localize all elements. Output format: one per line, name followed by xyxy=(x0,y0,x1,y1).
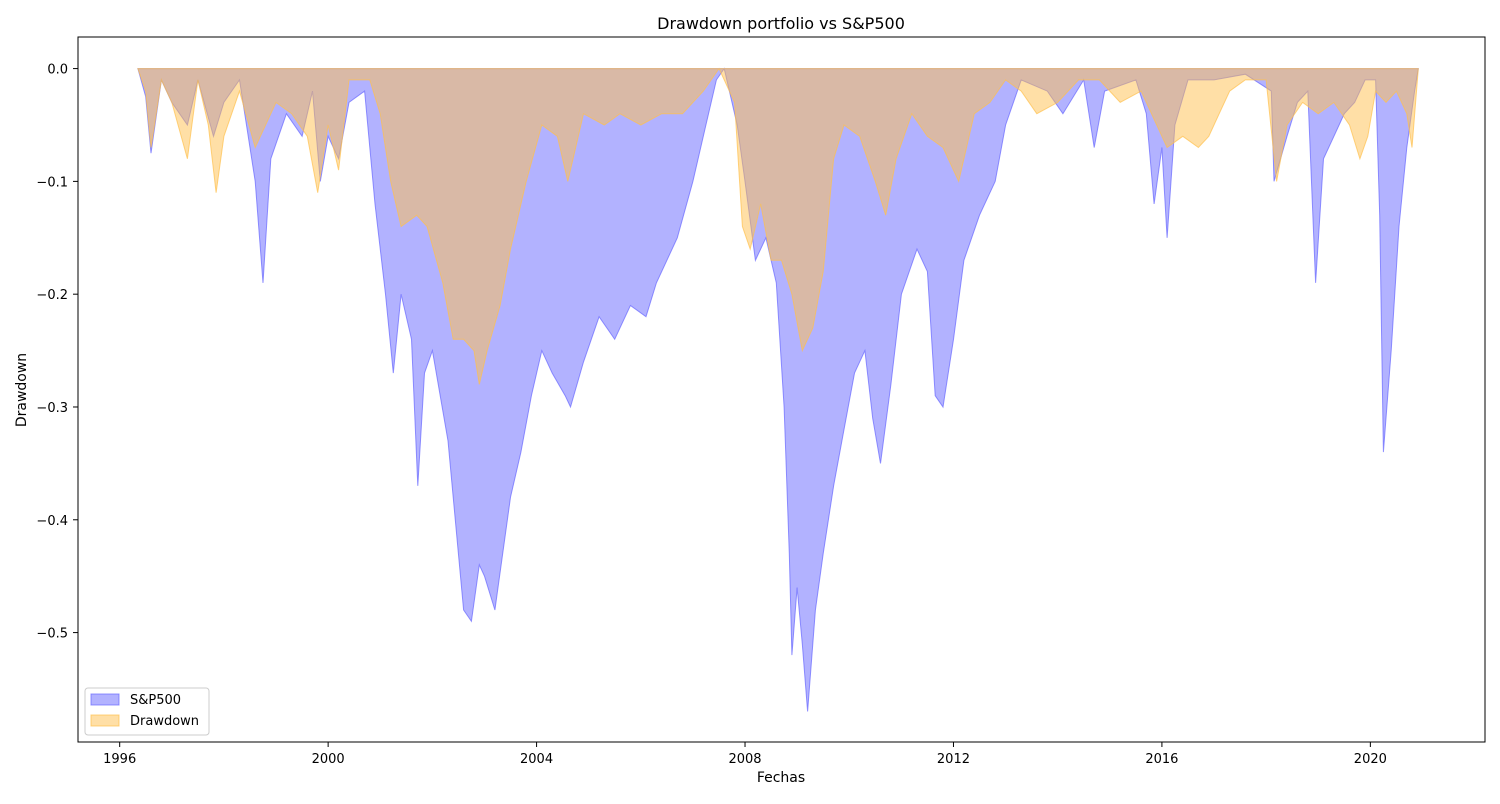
x-tick-label: 2012 xyxy=(937,752,970,767)
legend-label-s-p500: S&P500 xyxy=(130,693,181,708)
legend-label-drawdown: Drawdown xyxy=(130,714,199,729)
x-tick-label: 2000 xyxy=(312,752,345,767)
y-tick-label: 0.0 xyxy=(47,63,68,78)
plot-area xyxy=(77,36,1486,743)
chart-title: Drawdown portfolio vs S&P500 xyxy=(657,14,905,33)
x-axis: 1996 2000 2004 2008 2012 2016 2020 xyxy=(103,742,1387,767)
y-tick-label: −0.2 xyxy=(36,288,68,303)
x-axis-label: Fechas xyxy=(757,770,805,786)
x-tick-label: 2004 xyxy=(520,752,553,767)
legend-swatch-drawdown xyxy=(90,714,120,727)
y-tick-label: −0.4 xyxy=(36,514,68,529)
y-tick-label: −0.5 xyxy=(36,627,68,642)
y-axis-label: Drawdown xyxy=(14,353,30,427)
y-axis: 0.0 −0.1 −0.2 −0.3 −0.4 −0.5 xyxy=(36,63,78,642)
legend-swatch-s-p500 xyxy=(90,693,120,706)
y-tick-label: −0.3 xyxy=(36,401,68,416)
series-layer xyxy=(137,67,1419,712)
x-tick-label: 2016 xyxy=(1145,752,1178,767)
plot-frame xyxy=(77,36,1486,743)
series-area-drawdown xyxy=(137,67,1419,385)
x-tick-label: 2008 xyxy=(728,752,761,767)
x-tick-label: 1996 xyxy=(103,752,136,767)
x-tick-label: 2020 xyxy=(1354,752,1387,767)
y-tick-label: −0.1 xyxy=(36,175,68,190)
legend: S&P500 Drawdown xyxy=(84,687,210,736)
